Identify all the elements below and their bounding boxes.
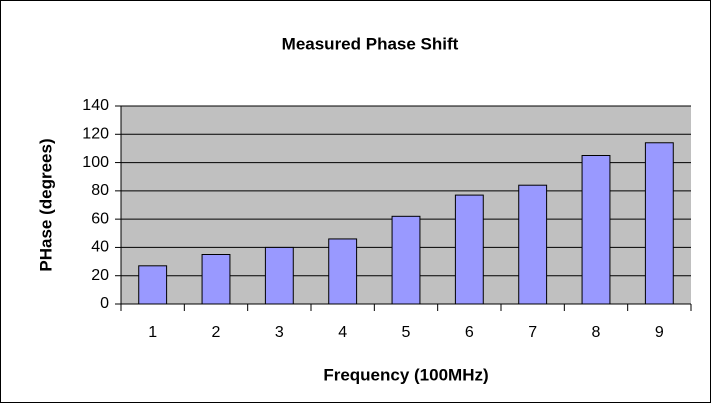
x-tick-label: 6 [465,324,474,341]
x-tick-label: 4 [338,324,347,341]
y-tick-label: 60 [91,210,109,227]
y-tick-label: 40 [91,239,109,256]
bar [581,155,611,305]
x-tick-label: 3 [275,324,284,341]
bar [454,194,484,305]
bar [328,238,358,305]
x-axis-label: Frequency (100MHz) [323,365,488,384]
y-tick-label: 0 [100,295,109,312]
bar [391,215,421,305]
y-tick-label: 120 [82,126,109,143]
x-tick-label: 5 [402,324,411,341]
y-tick-label: 20 [91,267,109,284]
y-tick-label: 140 [82,97,109,114]
x-tick-label: 8 [592,324,601,341]
bar [644,142,674,305]
y-tick-label: 80 [91,182,109,199]
x-tick-label: 9 [655,324,664,341]
y-tick-label: 100 [82,154,109,171]
bar [264,246,294,305]
bar [201,254,231,305]
chart-title: Measured Phase Shift [282,34,459,53]
x-tick-label: 2 [212,324,221,341]
x-tick-label: 7 [528,324,537,341]
y-axis-label: PHase (degrees) [36,138,55,271]
bar [518,184,548,305]
x-tick-label: 1 [148,324,157,341]
bar [138,265,168,305]
